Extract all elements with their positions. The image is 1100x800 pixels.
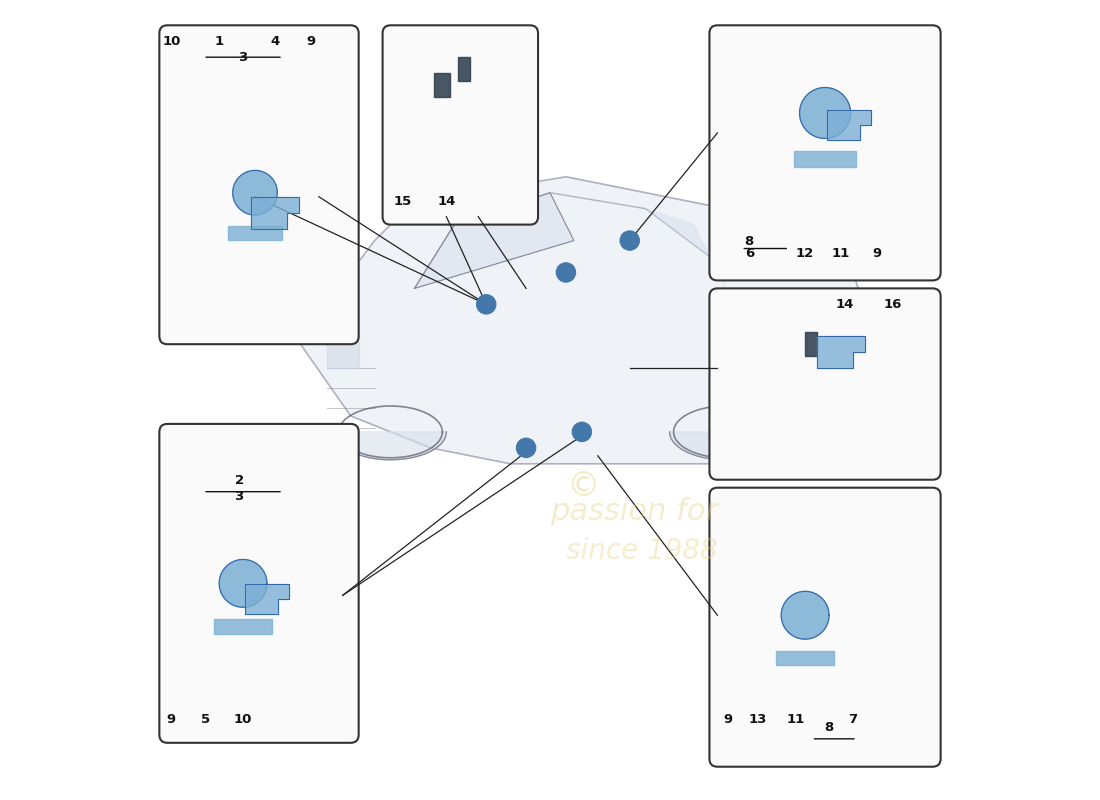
Circle shape xyxy=(517,438,536,458)
Polygon shape xyxy=(251,197,299,229)
Circle shape xyxy=(620,231,639,250)
FancyBboxPatch shape xyxy=(160,424,359,743)
Polygon shape xyxy=(214,619,272,634)
Circle shape xyxy=(572,422,592,442)
Text: passion for: passion for xyxy=(550,497,718,526)
Polygon shape xyxy=(334,432,447,460)
Text: 2: 2 xyxy=(234,474,243,486)
Text: 16: 16 xyxy=(883,298,902,311)
Text: 6: 6 xyxy=(745,246,754,259)
Text: 1: 1 xyxy=(214,35,223,48)
Polygon shape xyxy=(827,110,871,140)
Polygon shape xyxy=(805,332,817,356)
Text: 9: 9 xyxy=(167,713,176,726)
Text: 9: 9 xyxy=(872,246,881,259)
Text: 14: 14 xyxy=(836,298,855,311)
Circle shape xyxy=(476,294,496,314)
Polygon shape xyxy=(295,177,884,464)
Text: 3: 3 xyxy=(234,490,244,502)
Polygon shape xyxy=(415,193,574,288)
Polygon shape xyxy=(434,73,450,97)
Polygon shape xyxy=(781,591,829,639)
Text: 12: 12 xyxy=(796,246,814,259)
Text: 11: 11 xyxy=(786,713,805,726)
FancyBboxPatch shape xyxy=(710,26,940,281)
Polygon shape xyxy=(327,336,359,368)
Text: 7: 7 xyxy=(848,713,858,726)
Polygon shape xyxy=(233,170,277,215)
Polygon shape xyxy=(800,87,850,138)
Polygon shape xyxy=(777,651,834,666)
Text: 9: 9 xyxy=(306,35,316,48)
Polygon shape xyxy=(459,57,471,81)
FancyBboxPatch shape xyxy=(710,488,940,766)
FancyBboxPatch shape xyxy=(160,26,359,344)
Polygon shape xyxy=(219,559,267,607)
Text: 14: 14 xyxy=(437,194,455,208)
Text: ©: © xyxy=(565,470,600,502)
Text: 11: 11 xyxy=(832,246,850,259)
Polygon shape xyxy=(670,432,781,460)
Polygon shape xyxy=(228,226,282,239)
Circle shape xyxy=(557,263,575,282)
Text: 5: 5 xyxy=(201,713,210,726)
Text: 13: 13 xyxy=(748,713,767,726)
FancyBboxPatch shape xyxy=(710,288,940,480)
Polygon shape xyxy=(646,209,725,288)
Text: 8: 8 xyxy=(824,721,834,734)
Text: 4: 4 xyxy=(271,35,279,48)
FancyBboxPatch shape xyxy=(383,26,538,225)
Polygon shape xyxy=(794,151,856,166)
Text: 9: 9 xyxy=(723,713,733,726)
Text: 10: 10 xyxy=(162,35,180,48)
Text: 8: 8 xyxy=(745,234,754,247)
Text: 10: 10 xyxy=(234,713,252,726)
Polygon shape xyxy=(817,336,865,368)
Text: 3: 3 xyxy=(239,51,248,64)
Text: 15: 15 xyxy=(394,194,411,208)
Text: since 1988: since 1988 xyxy=(565,538,717,566)
Polygon shape xyxy=(245,584,289,614)
